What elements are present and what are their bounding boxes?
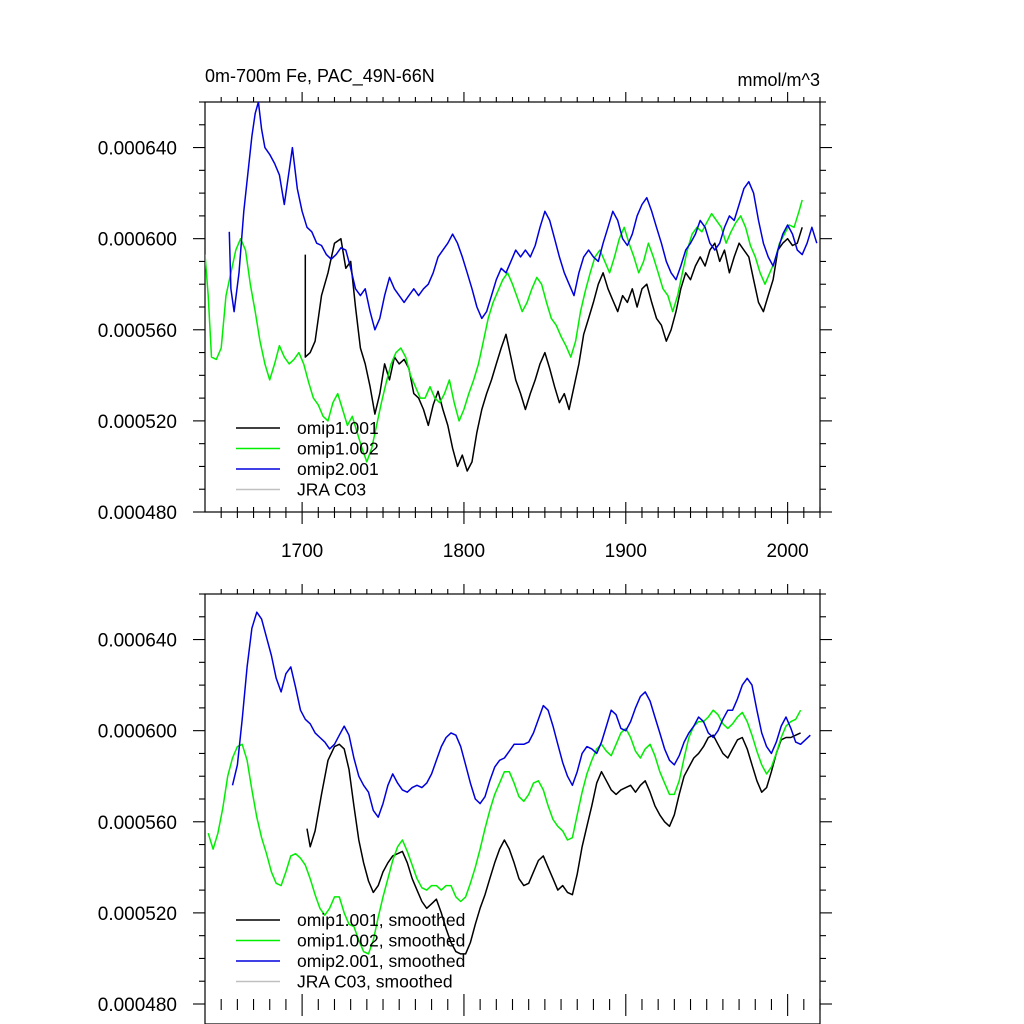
y-tick-label: 0.000640: [98, 631, 177, 652]
bottom-panel: 0.000480 0.000520 0.000560 0.000600 0.000640…: [98, 584, 832, 1024]
x-tick-label: 1900: [605, 541, 647, 562]
legend-label: omip1.002: [297, 439, 379, 459]
y-tick-label: 0.000640: [98, 139, 177, 160]
y-tick-label: 0.000520: [98, 412, 177, 433]
x-tick-label: 1800: [443, 541, 485, 562]
y-tick-label: 0.000600: [98, 230, 177, 251]
series-line: [207, 709, 802, 955]
series-line: [304, 227, 803, 472]
y-tick-label: 0.000480: [98, 503, 177, 524]
legend-label: omip1.001: [297, 418, 379, 438]
y-tick-label: 0.000560: [98, 813, 177, 834]
series-line: [306, 732, 801, 955]
chart-title: 0m-700m Fe, PAC_49N-66N: [205, 66, 435, 87]
legend-label: JRA C03: [297, 480, 366, 500]
legend-label: omip2.001: [297, 459, 379, 479]
y-tick-label: 0.000480: [98, 995, 177, 1016]
top-panel: 0m-700m Fe, PAC_49N-66N mmol/m^3 0.00048…: [98, 66, 832, 562]
legend-label: JRA C03, smoothed: [297, 972, 453, 992]
legend-label: omip2.001, smoothed: [297, 951, 465, 971]
y-tick-label: 0.000520: [98, 904, 177, 925]
units-label: mmol/m^3: [738, 70, 820, 90]
series-line: [228, 102, 818, 331]
legend-label: omip1.002, smoothed: [297, 931, 465, 951]
x-tick-label: 1700: [281, 541, 323, 562]
series-line: [205, 199, 803, 463]
x-tick-label: 2000: [766, 541, 808, 562]
legend-label: omip1.001, smoothed: [297, 910, 465, 930]
y-tick-label: 0.000600: [98, 722, 177, 743]
y-tick-label: 0.000560: [98, 321, 177, 342]
series-line: [231, 611, 811, 818]
